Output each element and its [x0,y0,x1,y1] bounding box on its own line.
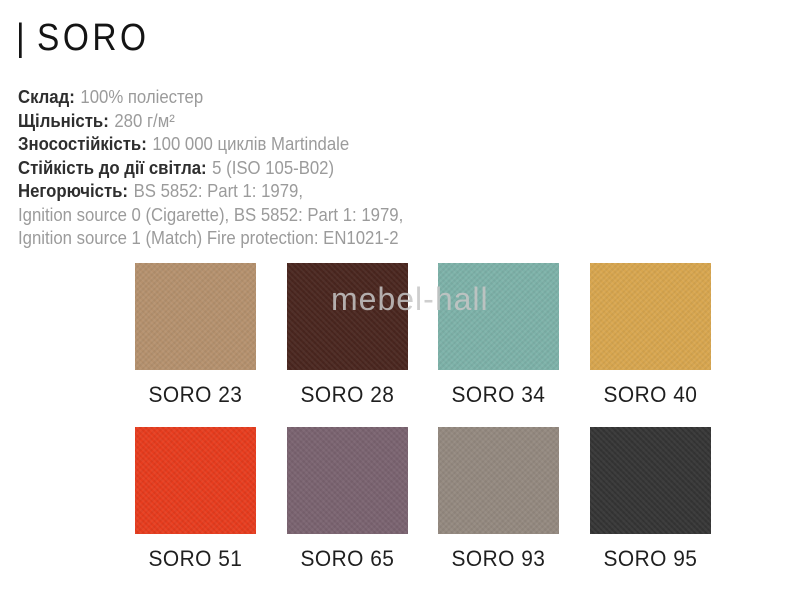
swatch-label-soro-95: SORO 95 [603,546,697,571]
swatch-soro-40 [589,263,711,370]
spec-line-composition: Склад: 100% поліестер [18,86,403,110]
swatch-label-soro-40: SORO 40 [603,382,697,407]
spec-label: Стійкість до дії світла: [18,157,207,178]
spec-line-flammability-cont-1: Ignition source 0 (Cigarette), BS 5852: … [18,204,403,228]
swatch-cell-soro-51: SORO 51 [135,427,256,570]
spec-value: 5 (ISO 105-B02) [212,157,335,178]
spec-label: Щільність: [18,110,109,131]
spec-line-flammability: Негорючість: BS 5852: Part 1: 1979, [18,180,403,204]
swatch-cell-soro-23: SORO 23 [135,263,256,406]
swatch-grid: SORO 23 SORO 28 SORO 34 SORO 40 SORO 51 … [135,263,711,570]
spec-value: 100% поліестер [80,87,204,107]
spec-value: Ignition source 1 (Match) Fire protectio… [18,228,399,248]
swatch-soro-23 [135,263,256,370]
spec-value: 100 000 циклів Martindale [152,134,350,154]
swatch-cell-soro-40: SORO 40 [589,263,711,407]
swatch-soro-95 [589,427,711,534]
title-pipe-decoration: | [16,17,29,59]
swatch-cell-soro-93: SORO 93 [438,427,559,570]
spec-label: Негорючість: [18,181,129,201]
spec-label: Зносостійкість: [18,134,147,154]
spec-list: Склад: 100% поліестер Щільність: 280 г/м² … [18,86,403,251]
swatch-label-soro-23: SORO 23 [148,382,243,407]
swatch-soro-34 [438,263,559,370]
swatch-soro-28 [286,263,408,370]
spec-line-flammability-cont-2: Ignition source 1 (Match) Fire protectio… [18,227,403,251]
swatch-cell-soro-65: SORO 65 [286,427,408,571]
swatch-cell-soro-34: SORO 34 [438,263,559,406]
swatch-label-soro-28: SORO 28 [300,382,394,407]
swatch-label-soro-51: SORO 51 [148,546,243,571]
spec-line-lightfastness: Стійкість до дії світла: 5 (ISO 105-B02) [18,157,403,181]
swatch-label-soro-93: SORO 93 [451,546,546,571]
swatch-soro-93 [438,427,559,534]
swatch-label-soro-65: SORO 65 [300,546,394,571]
spec-value: Ignition source 0 (Cigarette), BS 5852: … [18,204,404,225]
page-title: | SORO [16,18,150,58]
swatch-cell-soro-95: SORO 95 [589,427,711,571]
spec-value: BS 5852: Part 1: 1979, [133,181,303,201]
page-title-text: SORO [37,17,150,59]
swatch-label-soro-34: SORO 34 [451,382,546,407]
swatch-soro-65 [286,427,408,534]
spec-label: Склад: [18,87,75,107]
swatch-cell-soro-28: SORO 28 [286,263,408,407]
spec-value: 280 г/м² [114,110,175,131]
spec-line-density: Щільність: 280 г/м² [18,110,403,134]
spec-line-abrasion: Зносостійкість: 100 000 циклів Martindale [18,133,403,157]
swatch-soro-51 [135,427,256,534]
